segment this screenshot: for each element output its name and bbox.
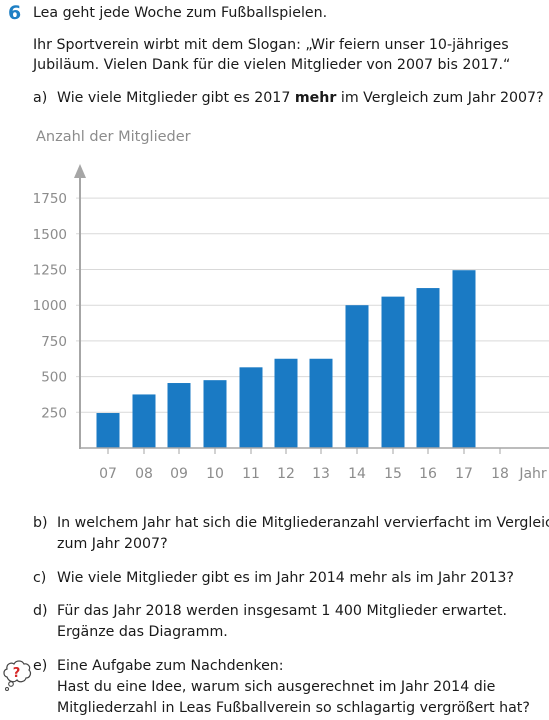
chart-y-axis-label: Anzahl der Mitglieder	[36, 129, 191, 145]
x-tick-label-07: 07	[99, 466, 117, 482]
y-tick-label-500: 500	[41, 370, 67, 386]
question-e-text-1: Eine Aufgabe zum Nachdenken:	[57, 658, 284, 674]
bar-10	[203, 380, 227, 448]
x-tick-label-14: 14	[348, 466, 366, 482]
question-e-line-1: e) Eine Aufgabe zum Nachdenken:	[33, 656, 284, 676]
x-tick-label-18: 18	[491, 466, 509, 482]
task-number: 6	[8, 2, 22, 24]
x-tick-label-15: 15	[384, 466, 402, 482]
thinking-bubble-icon: ?	[3, 660, 32, 691]
question-a-text-before: Wie viele Mitglieder gibt es 2017	[57, 90, 295, 106]
question-a: a) Wie viele Mitglieder gibt es 2017 mehr…	[33, 88, 544, 108]
bar-chart: 250 500 750 1000 1250 1500 1750 07 08 09 10 11 12 13 1…	[33, 164, 549, 482]
y-tick-label-1000: 1000	[33, 298, 67, 314]
question-e-line-2: Hast du eine Idee, warum sich ausgerechn…	[57, 679, 496, 695]
y-tick-label-1750: 1750	[33, 191, 67, 207]
question-b-text-1: In welchem Jahr hat sich die Mitgliedera…	[57, 515, 549, 531]
question-c-label: c)	[33, 570, 47, 586]
y-tick-label-250: 250	[41, 405, 67, 421]
y-tick-label-750: 750	[41, 334, 67, 350]
question-d-label: d)	[33, 603, 48, 619]
bar-15	[381, 296, 405, 448]
y-tick-label-1500: 1500	[33, 227, 67, 243]
question-mark-glyph: ?	[13, 666, 21, 681]
y-tick-label-1250: 1250	[33, 263, 67, 279]
question-d-line-2: Ergänze das Diagramm.	[57, 624, 228, 640]
question-d-line-1: d) Für das Jahr 2018 werden insgesamt 1 4…	[33, 601, 507, 621]
bar-08	[132, 394, 156, 448]
slogan-line-1: Ihr Sportverein wirbt mit dem Slogan: „W…	[33, 37, 509, 53]
x-tick-label-11: 11	[242, 466, 260, 482]
bar-14	[345, 305, 369, 448]
bar-07	[96, 413, 120, 448]
question-d-text-1: Für das Jahr 2018 werden insgesamt 1 400…	[57, 603, 507, 619]
slogan-line-2: Jubiläum. Vielen Dank für die vielen Mit…	[33, 57, 511, 73]
question-c: c) Wie viele Mitglieder gibt es im Jahr 2…	[33, 568, 514, 588]
question-b-line-2: zum Jahr 2007?	[57, 536, 168, 552]
bar-16	[416, 288, 440, 448]
question-a-label: a)	[33, 90, 48, 106]
bar-12	[274, 358, 298, 448]
y-axis-arrow	[74, 164, 86, 178]
task-intro: Lea geht jede Woche zum Fußballspielen.	[33, 5, 328, 21]
question-a-text-after: im Vergleich zum Jahr 2007?	[336, 90, 544, 106]
chart-x-axis-label: Jahr	[518, 466, 547, 482]
question-b-line-1: b) In welchem Jahr hat sich die Mitgliede…	[33, 513, 549, 533]
x-tick-label-12: 12	[277, 466, 295, 482]
x-tick-label-08: 08	[135, 466, 153, 482]
bar-13	[309, 358, 333, 448]
question-b-label: b)	[33, 515, 48, 531]
question-e-line-3: Mitgliederzahl in Leas Fußballverein so …	[57, 700, 530, 716]
x-tick-label-16: 16	[419, 466, 437, 482]
x-tick-label-09: 09	[170, 466, 188, 482]
x-tick-label-17: 17	[455, 466, 473, 482]
x-tick-label-13: 13	[312, 466, 330, 482]
x-tick-label-10: 10	[206, 466, 224, 482]
question-c-text: Wie viele Mitglieder gibt es im Jahr 201…	[57, 570, 514, 586]
bar-11	[239, 367, 263, 448]
bar-17	[452, 270, 476, 448]
question-a-text-bold: mehr	[294, 90, 337, 106]
bar-09	[167, 383, 191, 448]
question-e-label: e)	[33, 658, 48, 674]
